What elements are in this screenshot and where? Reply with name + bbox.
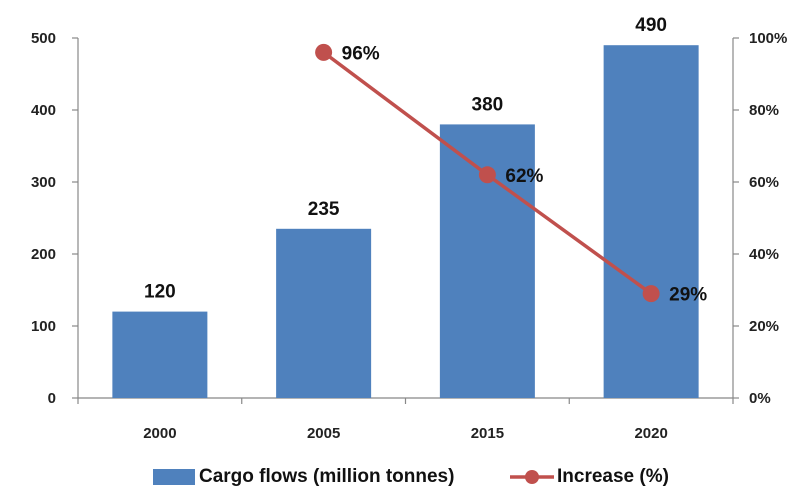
y-right-tick-label: 60% xyxy=(749,174,779,191)
bar-data-label: 235 xyxy=(308,199,340,220)
y-left-tick-label: 500 xyxy=(31,30,56,47)
line-point xyxy=(478,166,496,184)
y-left-tick-label: 100 xyxy=(31,318,56,335)
bar xyxy=(112,311,208,398)
line-data-label: 29% xyxy=(669,285,707,306)
y-right-tick-label: 40% xyxy=(749,246,779,263)
y-right-tick-label: 100% xyxy=(749,30,787,47)
legend-label-line: Increase (%) xyxy=(557,466,669,487)
data-labels: 120 235 380 490 96% 62% 29% xyxy=(144,15,707,305)
y-left-tick-label: 300 xyxy=(31,174,56,191)
y-right-tick-label: 80% xyxy=(749,102,779,119)
bar xyxy=(276,228,372,398)
line-point xyxy=(642,285,660,303)
x-tick-label: 2015 xyxy=(471,425,504,442)
axes: 0 100 200 300 400 500 0% 20% 40% 60% 80% 100% 2000 20… xyxy=(31,30,787,442)
bar-series xyxy=(112,45,699,399)
y-left-tick-label: 200 xyxy=(31,246,56,263)
x-tick-label: 2000 xyxy=(143,425,176,442)
line-data-label: 62% xyxy=(505,166,543,187)
y-left-tick-label: 0 xyxy=(48,390,56,407)
line-series xyxy=(315,43,660,303)
legend-swatch-marker xyxy=(525,470,539,484)
y-right-tick-label: 20% xyxy=(749,318,779,335)
legend-label-bar: Cargo flows (million tonnes) xyxy=(199,466,454,487)
line-data-label: 96% xyxy=(342,43,380,64)
y-left-tick-label: 400 xyxy=(31,102,56,119)
y-right-tick-label: 0% xyxy=(749,390,771,407)
legend: Cargo flows (million tonnes) Increase (%) xyxy=(153,466,669,487)
x-tick-label: 2020 xyxy=(634,425,667,442)
bar-data-label: 120 xyxy=(144,282,176,303)
bar-data-label: 490 xyxy=(635,15,667,36)
bar xyxy=(603,45,699,398)
bar-data-label: 380 xyxy=(472,94,504,115)
x-tick-label: 2005 xyxy=(307,425,340,442)
legend-swatch-bar xyxy=(153,469,195,485)
line-point xyxy=(315,43,333,61)
